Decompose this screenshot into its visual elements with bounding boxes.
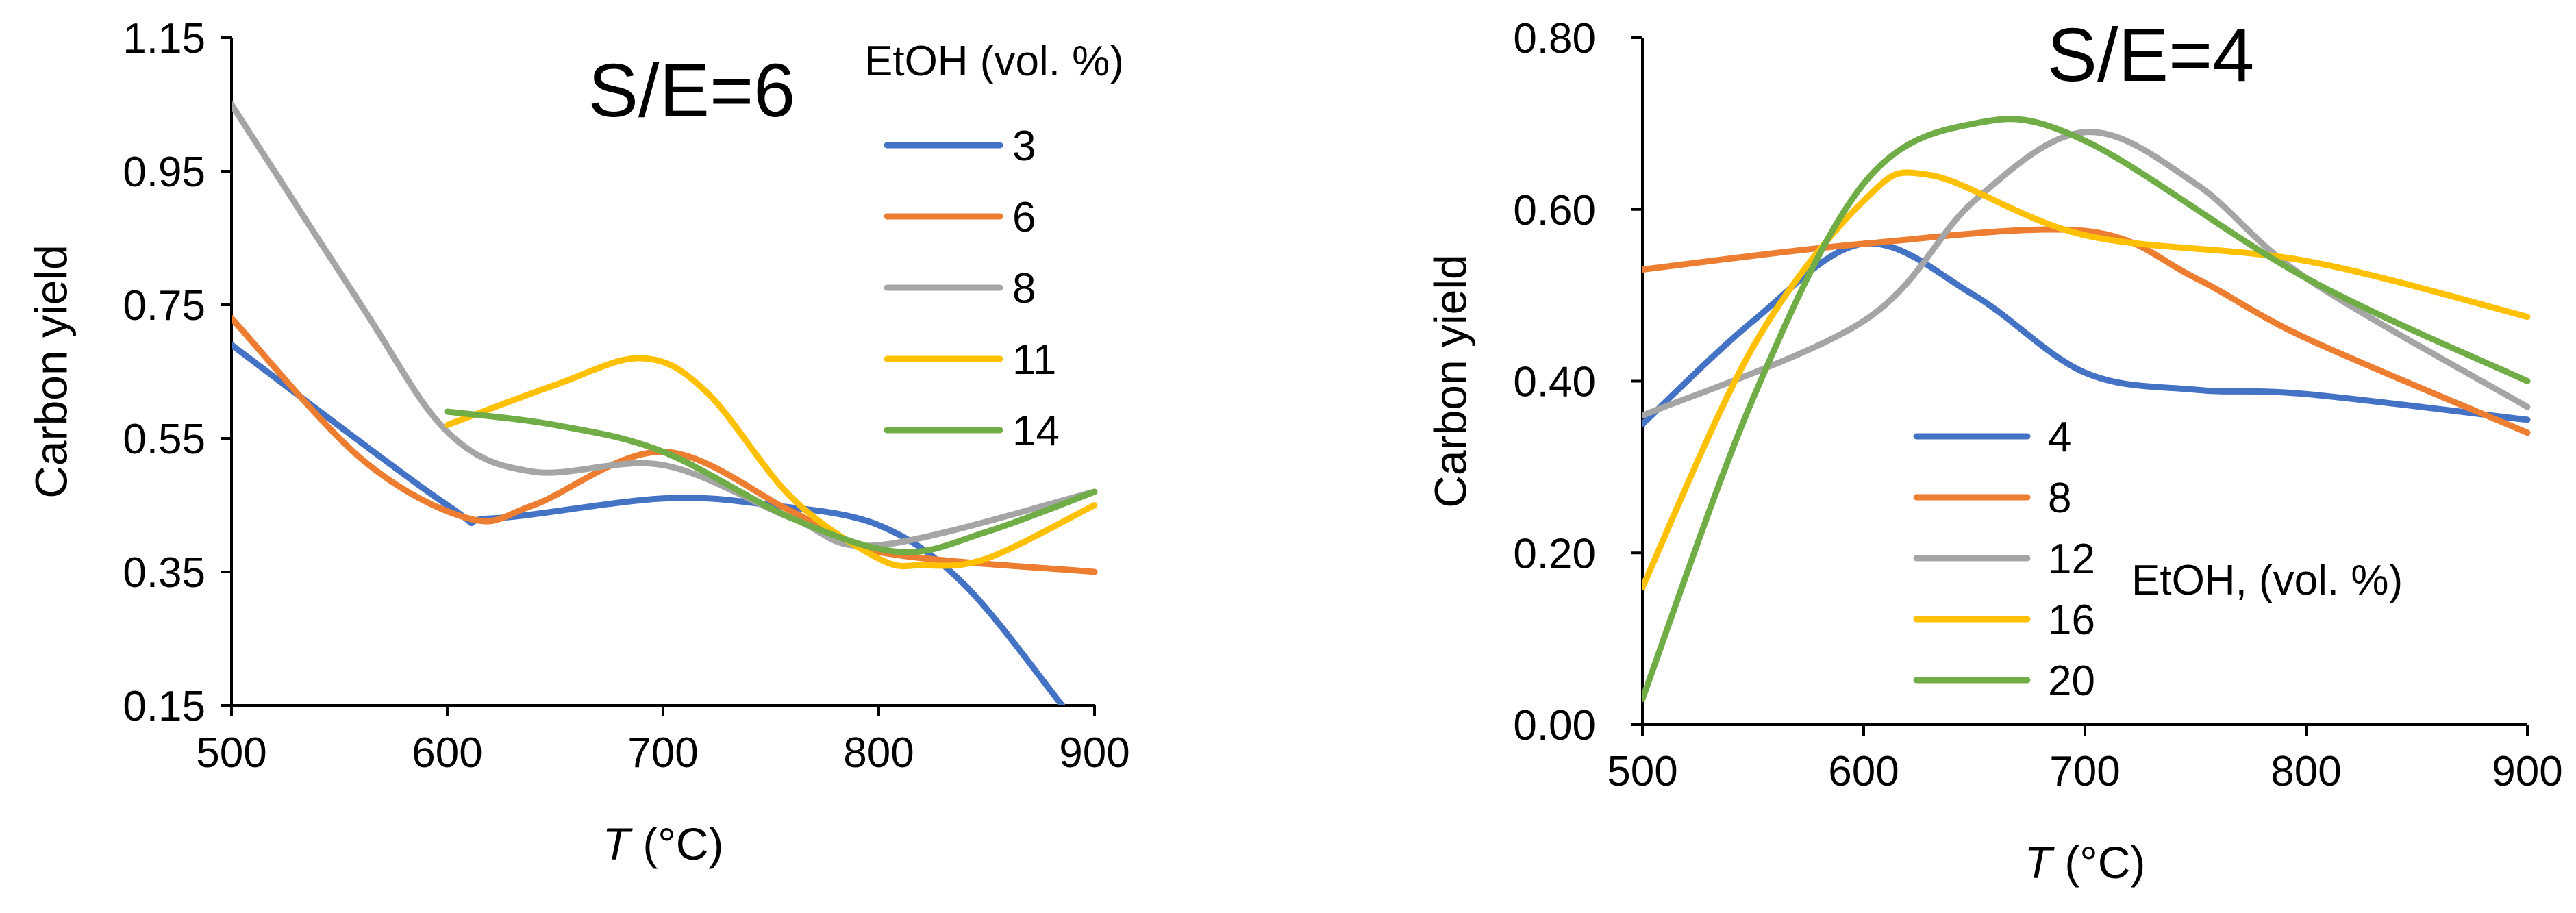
series-line-14: [444, 408, 1098, 555]
x-tick-label: 800: [2271, 748, 2341, 795]
y-tick-label: 0.55: [123, 416, 205, 463]
y-tick-label: 0.80: [1513, 15, 1596, 62]
x-tick-label: 800: [843, 729, 914, 777]
legend-label-4: 4: [2048, 414, 2071, 461]
legend-label-20: 20: [2048, 658, 2095, 705]
legend-label-16: 16: [2048, 597, 2095, 644]
series-line-3: [232, 342, 1066, 705]
legend-title: EtOH, (vol. %): [2131, 557, 2403, 604]
panel-left: 0.15 0.35 0.55 0.75 0.95 1.15 500 600 700 800 900 C…: [25, 15, 1129, 869]
series-line-16: [1642, 169, 2531, 590]
x-tick-label: 500: [1607, 748, 1677, 795]
series-line-20: [1642, 116, 2531, 702]
series-line-8: [232, 101, 1098, 549]
chart-title: S/E=6: [588, 49, 796, 133]
legend-label-14: 14: [1012, 408, 1060, 455]
y-tick-label: 0.15: [123, 683, 205, 730]
legend-label-8: 8: [1012, 265, 1036, 312]
y-axis-title: Carbon yield: [1425, 254, 1475, 508]
x-tick-label: 700: [2049, 748, 2120, 795]
panel-right: 0.00 0.20 0.40 0.60 0.80 500 600 700 800 900 Carbo…: [1425, 13, 2562, 888]
x-axis-title: T (°C): [603, 818, 724, 869]
y-axis-title: Carbon yield: [25, 245, 76, 499]
y-tick-label: 0.40: [1513, 359, 1596, 406]
y-tick-label: 0.20: [1513, 530, 1596, 577]
series-line-4: [1642, 240, 2531, 427]
legend-label-12: 12: [2048, 536, 2095, 583]
series-line-11: [444, 355, 1098, 570]
series-group: [1642, 116, 2531, 702]
legend-label-6: 6: [1012, 194, 1036, 241]
y-tick-label: 0.75: [123, 282, 205, 329]
y-tick-label: 0.35: [123, 549, 205, 597]
y-tick-label: 0.00: [1513, 702, 1596, 749]
y-tick-label: 0.60: [1513, 187, 1596, 234]
y-tick-label: 1.15: [123, 15, 205, 62]
legend-title: EtOH (vol. %): [864, 38, 1124, 85]
x-tick-label: 900: [1059, 729, 1129, 777]
x-axis-title-unit: (°C): [2052, 837, 2145, 888]
x-axis-title-symbol: T: [2025, 837, 2055, 888]
series-group: [232, 101, 1098, 705]
legend-label-11: 11: [1012, 336, 1056, 384]
x-axis-title-symbol: T: [603, 818, 634, 869]
y-tick-label: 0.95: [123, 149, 205, 196]
x-axis-title-unit: (°C): [630, 818, 723, 869]
x-axis-title: T (°C): [2025, 837, 2146, 888]
x-tick-label: 500: [196, 729, 266, 777]
chart-title: S/E=4: [2047, 13, 2255, 97]
x-tick-label: 700: [627, 729, 698, 777]
legend-label-8: 8: [2048, 475, 2071, 522]
legend-label-3: 3: [1012, 123, 1036, 170]
x-tick-label: 900: [2492, 748, 2562, 795]
x-tick-label: 600: [412, 729, 482, 777]
x-tick-label: 600: [1828, 748, 1899, 795]
